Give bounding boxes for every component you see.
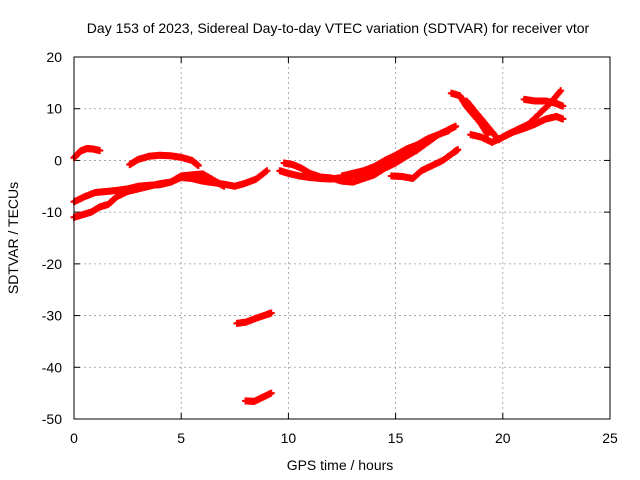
- y-tick-label: 10: [46, 101, 62, 117]
- series-arc13: [467, 112, 567, 146]
- data-point-marker: [557, 87, 565, 95]
- y-tick-label: 20: [46, 49, 62, 65]
- y-tick-label: -20: [42, 256, 62, 272]
- x-tick-label: 5: [177, 430, 185, 446]
- x-tick-label: 0: [70, 430, 78, 446]
- x-tick-label: 20: [495, 430, 511, 446]
- data-point-marker: [96, 147, 104, 155]
- data-point-marker: [267, 389, 275, 397]
- data-point-marker: [454, 146, 462, 154]
- series-arc2: [70, 167, 271, 206]
- y-tick-label: -30: [42, 308, 62, 324]
- series-arc1: [70, 145, 104, 162]
- data-point-marker: [194, 162, 202, 170]
- series-arc14: [520, 95, 567, 110]
- chart-title: Day 153 of 2023, Sidereal Day-to-day VTE…: [87, 20, 590, 36]
- data-point-marker: [263, 167, 271, 175]
- x-tick-label: 10: [281, 430, 297, 446]
- data-point-marker: [220, 182, 228, 190]
- plot-frame: [73, 56, 611, 420]
- data-points: [70, 87, 567, 405]
- data-point-marker: [267, 309, 275, 317]
- x-axis-label: GPS time / hours: [287, 457, 394, 473]
- y-tick-label: 0: [54, 152, 62, 168]
- y-tick-label: -40: [42, 359, 62, 375]
- series-arc6: [242, 389, 275, 405]
- data-point-marker: [559, 115, 567, 123]
- y-tick-label: -50: [42, 411, 62, 427]
- y-tick-label: -10: [42, 204, 62, 220]
- series-arc11: [447, 89, 492, 139]
- series-arc9: [338, 126, 453, 180]
- x-tick-label: 15: [388, 430, 404, 446]
- series-arc5: [233, 309, 275, 327]
- grid-lines: [74, 57, 610, 419]
- series-arc3: [70, 170, 228, 221]
- x-tick-label: 25: [602, 430, 618, 446]
- series-arc8: [280, 122, 460, 186]
- y-axis-label: SDTVAR / TECUs: [5, 182, 21, 294]
- series-arc10: [387, 146, 462, 183]
- data-point-marker: [452, 122, 460, 130]
- series-arc4: [126, 151, 202, 170]
- data-point-marker: [445, 126, 453, 134]
- data-point-marker: [559, 102, 567, 110]
